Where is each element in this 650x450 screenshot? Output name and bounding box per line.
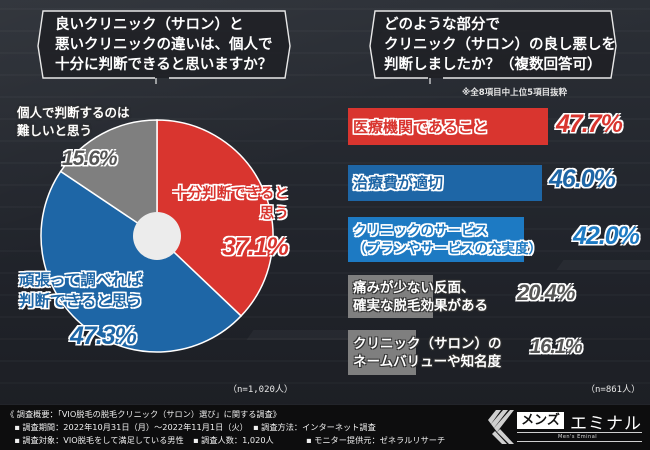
bar-value-clinic-service: 42.0% xyxy=(573,222,640,250)
pie-slice xyxy=(40,170,243,353)
bar-value-name-value: 16.1% xyxy=(530,336,583,358)
pie-label-difficult: 個人で判断するのは 難しいと思う xyxy=(17,105,130,138)
top5-note: ※全8項目中上位5項目抜粋 xyxy=(462,88,568,98)
bar-label-name-value: クリニック（サロン）の ネームバリューや知名度 xyxy=(353,335,502,370)
logo-name: エミナル xyxy=(570,414,642,434)
survey-footer: 《 調査概要：「VIO脱毛の脱毛クリニック（サロン）選び」に関する調査》 ▪ 調… xyxy=(0,405,650,450)
bar-value-fair-price: 46.0% xyxy=(549,165,616,193)
logo-subtitle: Men's Eminal xyxy=(558,434,598,440)
bar-label-clinic-service: クリニックのサービス （プランやサービスの充実度） xyxy=(353,222,542,257)
footer-count: ▪ 調査人数：1,020人 xyxy=(193,435,274,445)
bar-clinic-service xyxy=(348,217,524,262)
logo-stripes-icon xyxy=(488,410,514,444)
bar-name-value xyxy=(348,330,416,375)
footer-title: 《 調査概要：「VIO脱毛の脱毛クリニック（サロン）選び」に関する調査》 xyxy=(6,409,281,419)
mens-eminal-logo: メンズ エミナル Men's Eminal xyxy=(488,409,646,445)
bar-label-medical-institution: 医療機関であること xyxy=(353,117,488,136)
footer-period: ▪ 調査期間：2022年10月31日（月）～2022年11月1日（火） xyxy=(6,422,248,432)
right-question-text: どのような部分で クリニック（サロン）の良し悪しを 判断しましたか？（複数回答可… xyxy=(384,17,616,73)
pie-value-research: 47.3% xyxy=(70,322,137,350)
bar-sample-size: （n=861人） xyxy=(586,385,641,395)
pie-chart-graphic xyxy=(40,119,274,353)
bar-value-effective-low-pain: 20.4% xyxy=(517,280,575,305)
pie-label-research: 頑張って調べれば 判断できると思う xyxy=(19,271,143,310)
left-question-text: 良いクリニック（サロン）と 悪いクリニックの違いは、個人で 十分に判断できると思… xyxy=(55,17,273,73)
footer-target: ▪ 調査対象：VIO脱毛をして満足している男性 xyxy=(6,435,184,445)
bar-fair-price xyxy=(348,165,542,201)
bar-medical-institution xyxy=(348,108,548,145)
bar-label-fair-price: 治療費が適切 xyxy=(353,174,444,192)
bar-value-medical-institution: 47.7% xyxy=(556,110,623,138)
logo-rule-top xyxy=(517,432,642,433)
logo-mens-box: メンズ xyxy=(517,412,564,429)
pie-chart: 個人で判断するのは 難しいと思う 15.6% 十分判断できると 思う 37.1%… xyxy=(0,0,330,400)
footer-provider: ▪ モニター提供元：ゼネラルリサーチ xyxy=(306,435,446,445)
pie-label-sufficient: 十分判断できると 思う xyxy=(173,186,289,222)
speech-bubble-outline-icon xyxy=(37,10,291,84)
pie-value-difficult: 15.6% xyxy=(62,147,118,170)
pie-center-hole xyxy=(133,212,181,260)
speech-bubble-outline-icon xyxy=(369,10,617,84)
pie-sample-size: （n=1,020人） xyxy=(228,385,293,395)
footer-method: ▪ 調査方法：インターネット調査 xyxy=(253,422,376,432)
left-question-bubble: 良いクリニック（サロン）と 悪いクリニックの違いは、個人で 十分に判断できると思… xyxy=(36,8,292,84)
pie-slice xyxy=(59,119,158,238)
bar-label-effective-low-pain: 痛みが少ない反面、 確実な脱毛効果がある xyxy=(353,279,488,314)
bar-effective-low-pain xyxy=(348,275,433,318)
right-question-bubble: どのような部分で クリニック（サロン）の良し悪しを 判断しましたか？（複数回答可… xyxy=(368,8,618,84)
logo-rule-bottom xyxy=(517,441,642,442)
pie-slice xyxy=(156,119,274,317)
background-stripe xyxy=(556,260,650,270)
pie-value-sufficient: 37.1% xyxy=(222,233,289,261)
